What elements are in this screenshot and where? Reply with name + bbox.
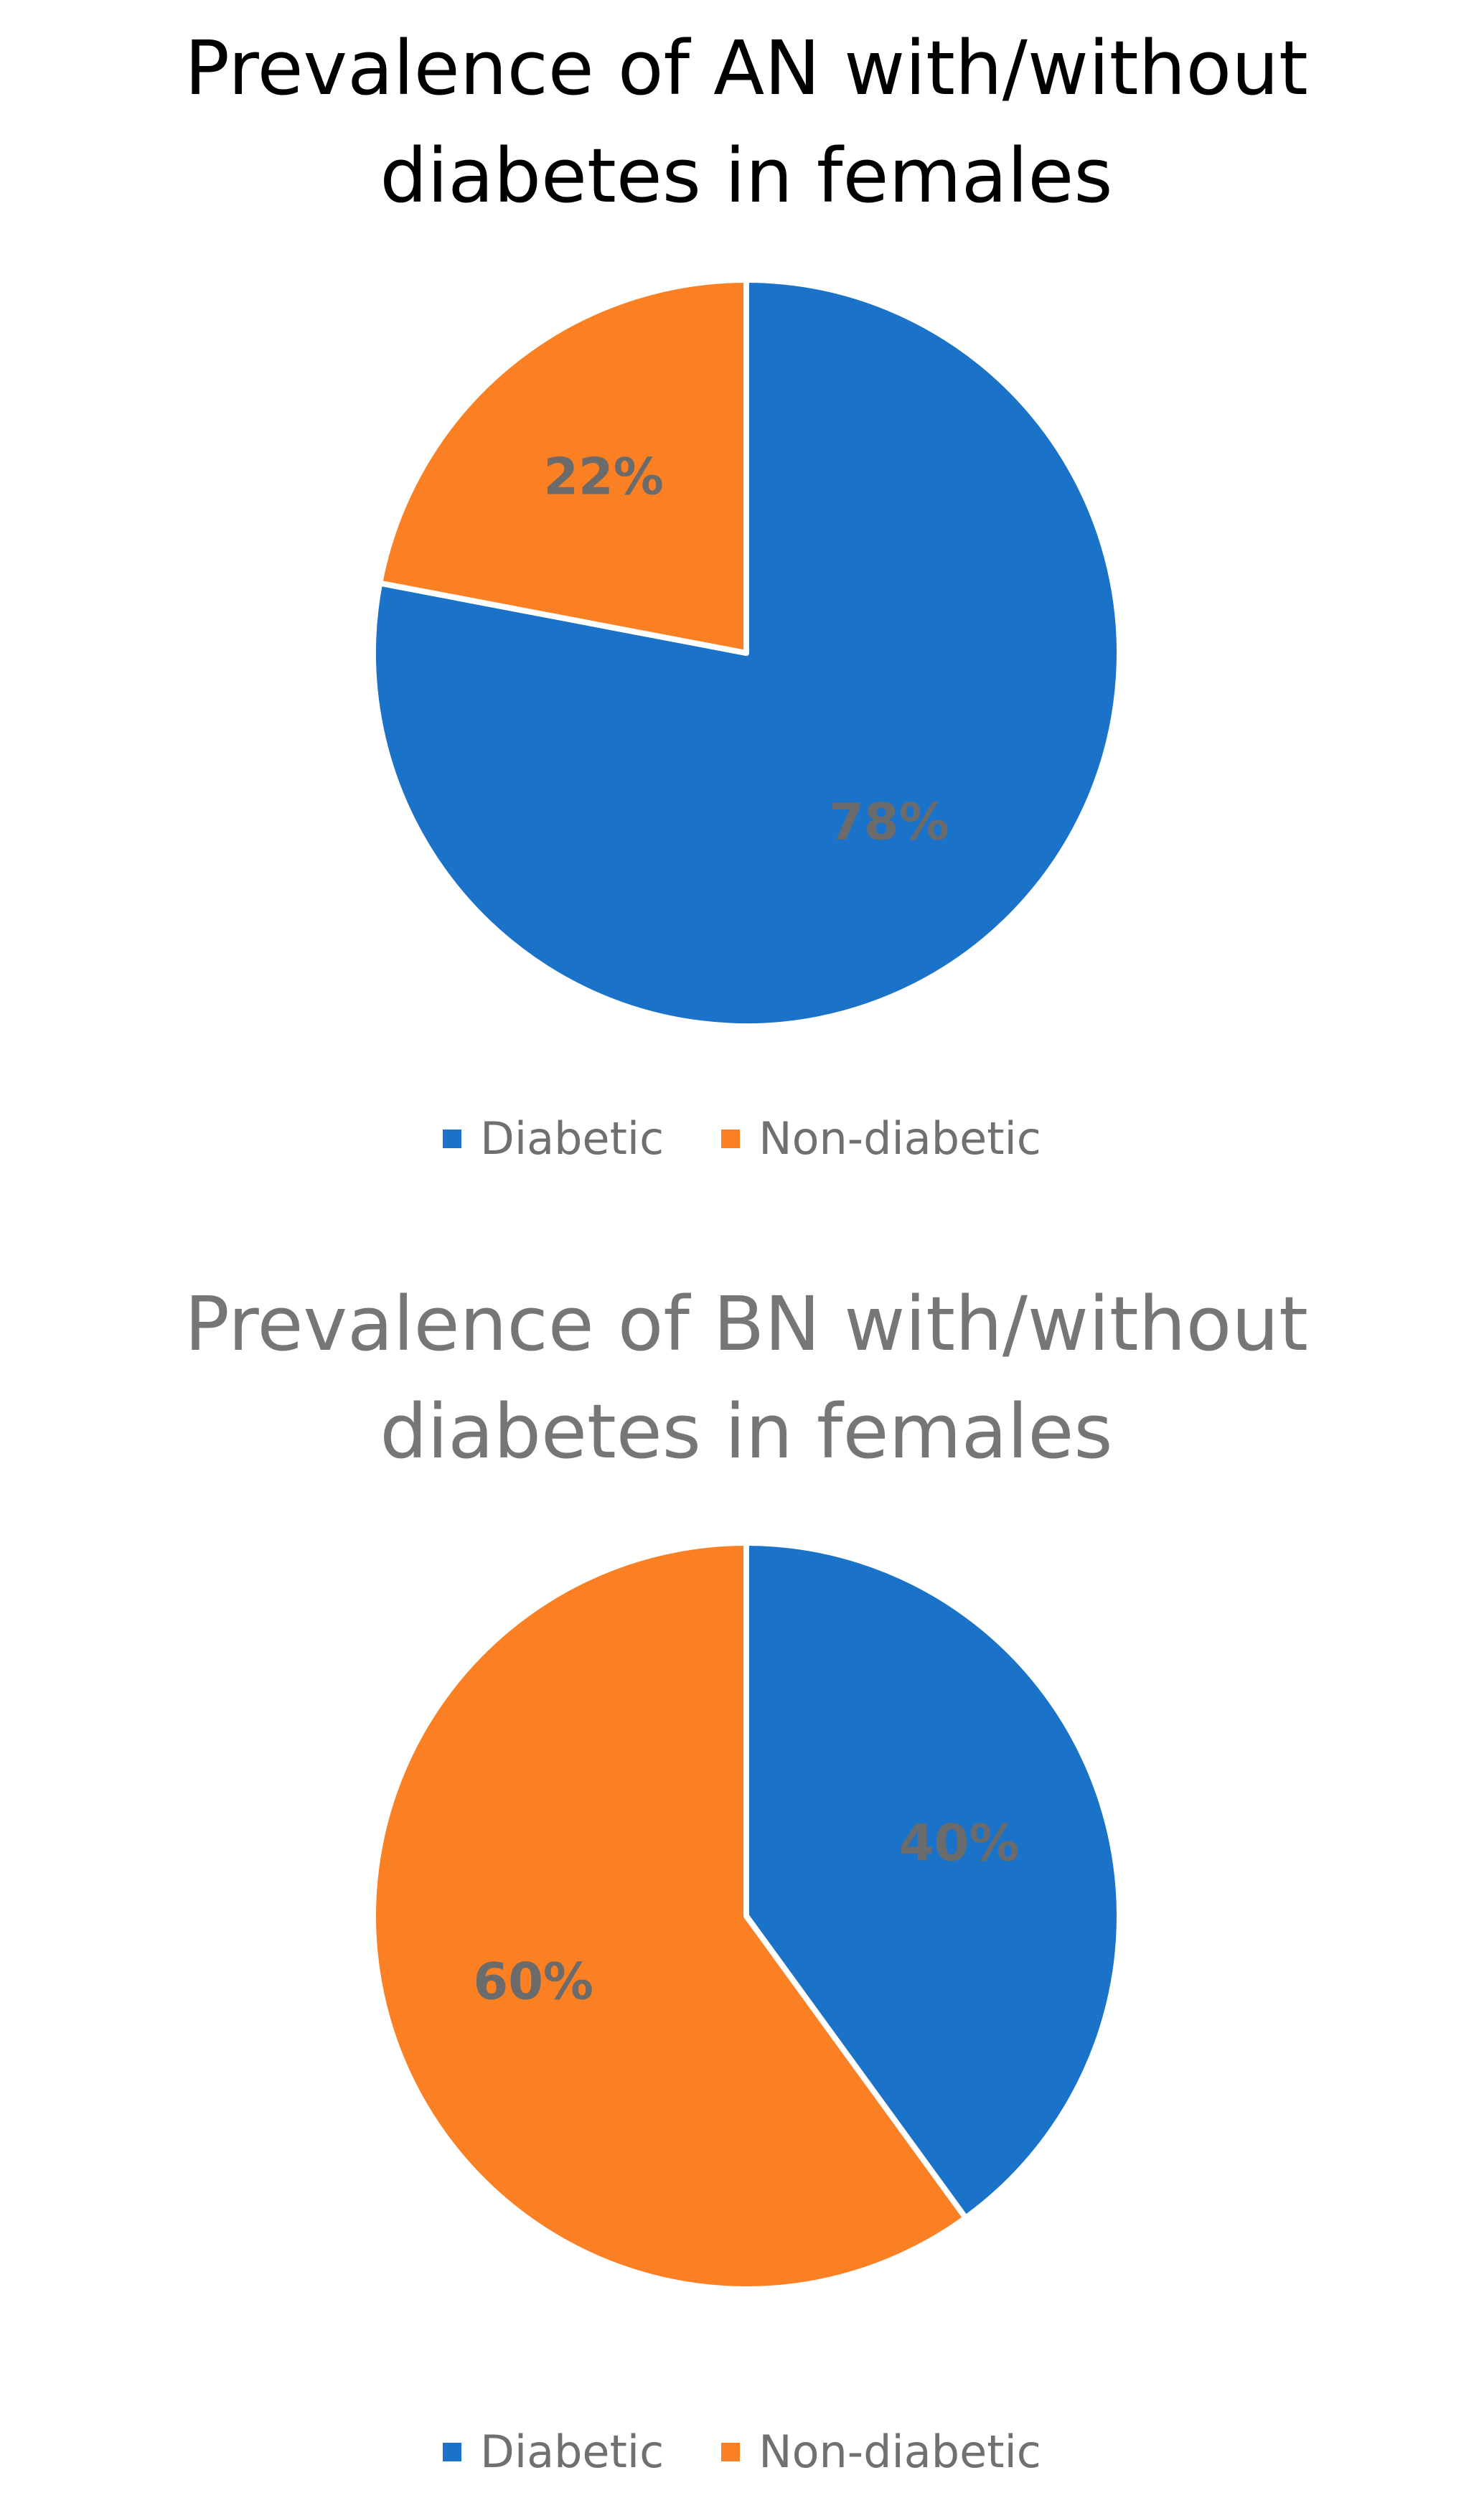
pie-slice-diabetic <box>743 1540 1122 2221</box>
legend-label: Diabetic <box>480 1112 664 1165</box>
legend: Diabetic Non-diabetic <box>0 2426 1484 2478</box>
pie-slice-non-diabetic <box>370 1540 969 2292</box>
legend-swatch-diabetic <box>443 2442 462 2461</box>
data-label-diabetic: 40% <box>899 1814 1020 1873</box>
legend-entry-non-diabetic: Non-diabetic <box>721 1112 1041 1165</box>
chart-title: Prevalence of BN with/without diabetes i… <box>184 1280 1308 1475</box>
data-label-non-diabetic: 22% <box>543 448 664 507</box>
legend-entry-diabetic: Diabetic <box>443 1112 664 1165</box>
legend-label: Non-diabetic <box>759 1112 1041 1165</box>
chart-an: Prevalence of AN with/without diabetes i… <box>0 0 1484 1220</box>
legend-swatch-diabetic <box>443 1129 462 1148</box>
data-label-non-diabetic: 60% <box>473 1952 593 2011</box>
legend: Diabetic Non-diabetic <box>0 1112 1484 1165</box>
legend-entry-diabetic: Diabetic <box>443 2426 664 2478</box>
pie-chart-bn: 40% 60% <box>370 1540 1122 2292</box>
legend-label: Non-diabetic <box>759 2426 1041 2478</box>
data-label-diabetic: 78% <box>829 792 949 851</box>
legend-swatch-non-diabetic <box>721 1129 741 1148</box>
pie-slice-non-diabetic <box>377 277 749 656</box>
legend-swatch-non-diabetic <box>721 2442 741 2461</box>
pie-chart-an: 78% 22% <box>370 277 1122 1029</box>
chart-title: Prevalence of AN with/without diabetes i… <box>184 24 1308 220</box>
chart-bn: Prevalence of BN with/without diabetes i… <box>0 1263 1484 2498</box>
legend-label: Diabetic <box>480 2426 664 2478</box>
legend-entry-non-diabetic: Non-diabetic <box>721 2426 1041 2478</box>
pie-slice-diabetic <box>370 277 1122 1029</box>
